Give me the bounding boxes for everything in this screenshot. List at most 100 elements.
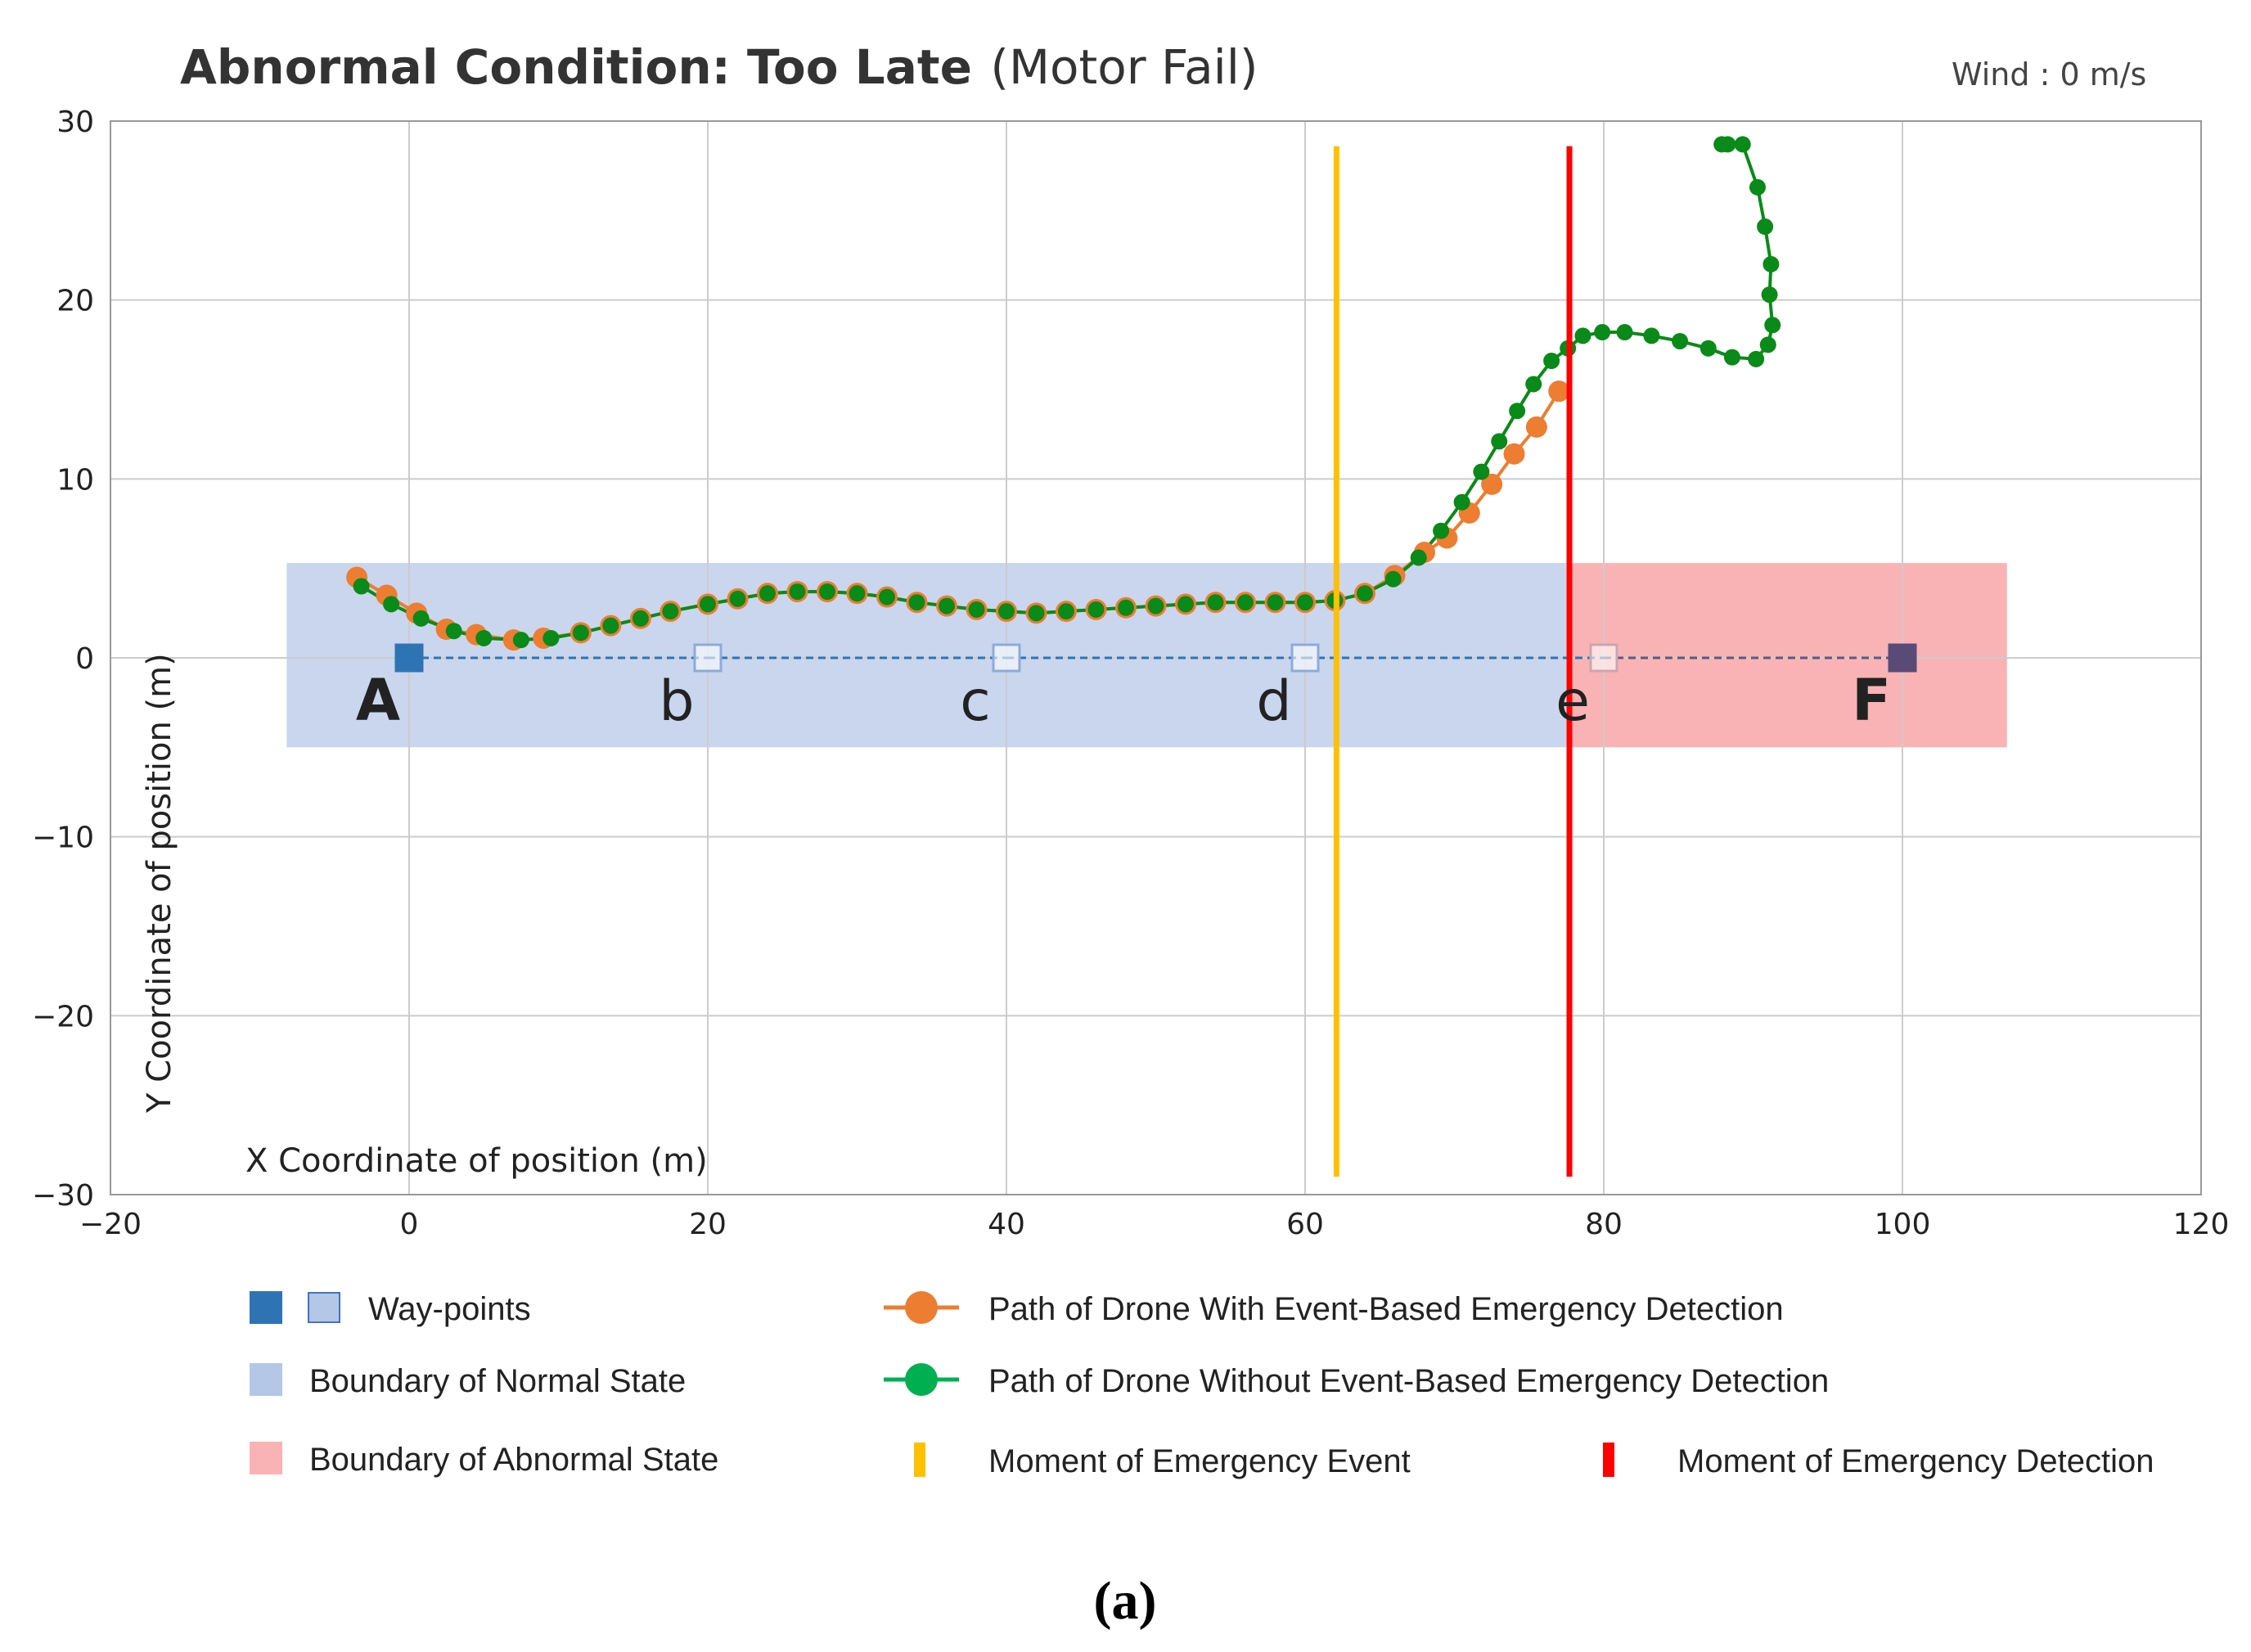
- waypoint-marker: [992, 643, 1021, 673]
- path-without-detection-point: [1384, 570, 1402, 587]
- legend-event-label: Moment of Emergency Event: [988, 1443, 1411, 1479]
- y-tick-label: −30: [32, 1179, 94, 1213]
- series-group: [346, 136, 1781, 651]
- legend-detection-label: Moment of Emergency Detection: [1677, 1443, 2154, 1479]
- y-tick-label: 30: [56, 106, 94, 139]
- x-tick-label: 120: [2173, 1208, 2230, 1241]
- path-without-detection-point: [602, 617, 619, 634]
- path-without-detection-point: [908, 594, 925, 611]
- y-axis-label: Y Coordinate of position (m): [141, 653, 178, 1114]
- path-with-detection-point: [1525, 416, 1547, 438]
- y-tick-label: 10: [56, 463, 94, 497]
- wind-annotation: Wind : 0 m/s: [1952, 56, 2146, 92]
- path-without-detection-point: [1748, 350, 1765, 367]
- path-with-detection-point: [1481, 473, 1503, 495]
- abnormal-state-region: [1566, 563, 2007, 748]
- path-with-detection-point: [1503, 443, 1525, 465]
- path-without-detection-point: [1509, 403, 1526, 420]
- path-without-detection-point: [1643, 327, 1660, 344]
- x-tick-label: 60: [1286, 1208, 1324, 1241]
- x-tick-label: 100: [1875, 1208, 1931, 1241]
- path-without-detection-point: [1207, 594, 1224, 611]
- path-without-detection-point: [512, 632, 529, 649]
- path-without-detection-point: [789, 583, 806, 601]
- figure-caption: (a): [1094, 1571, 1157, 1631]
- path-without-detection-point: [662, 603, 679, 620]
- path-without-detection-point: [1267, 594, 1284, 611]
- path-without-detection-point: [1147, 597, 1164, 614]
- waypoint-marker: [693, 643, 723, 673]
- chart-title-bold: Abnormal Condition: Too Late: [180, 39, 972, 95]
- chart-title-rest: (Motor Fail): [990, 39, 1258, 95]
- waypoint-marker: [1888, 643, 1917, 673]
- path-without-detection-point: [1574, 327, 1591, 344]
- path-without-detection-point: [383, 596, 400, 613]
- path-without-detection-point: [445, 623, 462, 640]
- path-without-detection-point: [1594, 324, 1611, 341]
- path-without-detection-point: [1700, 340, 1717, 357]
- path-without-detection-point: [1357, 585, 1373, 602]
- path-without-detection-point: [729, 590, 746, 607]
- legend: Way-points Boundary of Normal State Boun…: [250, 1291, 2154, 1479]
- path-without-detection-point: [1763, 255, 1780, 272]
- path-without-detection-point: [412, 610, 430, 627]
- path-without-detection-point: [1543, 353, 1560, 370]
- waypoint-marker: [1589, 643, 1618, 673]
- legend-with-detection-marker: [905, 1291, 938, 1324]
- y-tick-label: 20: [56, 285, 94, 318]
- legend-waypoint-open-swatch: [308, 1292, 340, 1323]
- path-without-detection-point: [1525, 376, 1542, 393]
- path-without-detection-point: [1028, 605, 1045, 622]
- legend-normal-label: Boundary of Normal State: [309, 1363, 686, 1399]
- path-without-detection-point: [632, 610, 649, 627]
- legend-normal-swatch: [250, 1363, 282, 1396]
- plot-border: [110, 120, 2202, 1195]
- path-without-detection-point: [1672, 332, 1689, 349]
- path-without-detection-point: [1616, 324, 1633, 341]
- chart-title: Abnormal Condition: Too Late (Motor Fail…: [180, 39, 1258, 95]
- legend-waypoint-filled-swatch: [250, 1291, 282, 1324]
- path-without-detection-point: [1058, 603, 1074, 620]
- waypoint-label: b: [659, 669, 694, 734]
- path-without-detection-point: [1749, 178, 1766, 196]
- legend-detection-swatch: [1603, 1443, 1614, 1477]
- path-without-detection-point: [968, 601, 985, 618]
- path-without-detection-point: [1764, 317, 1781, 334]
- waypoint-label: d: [1256, 669, 1291, 734]
- path-without-detection-point: [1118, 599, 1134, 616]
- path-without-detection-point: [1761, 286, 1778, 304]
- legend-abnormal-label: Boundary of Abnormal State: [309, 1442, 718, 1478]
- path-without-detection-point: [1410, 549, 1427, 566]
- legend-without-detection-marker: [905, 1363, 938, 1396]
- y-tick-label: −20: [32, 1000, 94, 1033]
- path-without-detection-point: [879, 588, 895, 605]
- waypoint-label: A: [356, 667, 400, 734]
- path-without-detection-point: [700, 596, 716, 613]
- path-without-detection-point: [759, 585, 776, 602]
- path-without-detection-point: [1734, 136, 1751, 153]
- path-without-detection-point: [542, 629, 560, 646]
- path-without-detection-point: [475, 629, 493, 646]
- path-without-detection-point: [849, 585, 866, 602]
- path-without-detection-point: [1297, 594, 1313, 611]
- legend-event-swatch: [914, 1443, 925, 1477]
- path-without-detection-point: [939, 597, 955, 614]
- x-axis-label: X Coordinate of position (m): [245, 1142, 708, 1180]
- waypoint-label: e: [1555, 669, 1590, 734]
- path-without-detection-point: [1713, 136, 1731, 153]
- path-without-detection-point: [1177, 596, 1194, 613]
- path-without-detection-point: [1473, 463, 1490, 480]
- boundary-regions: [286, 563, 2007, 748]
- waypoint-marker: [394, 643, 424, 673]
- event-lines: [1333, 146, 1573, 1177]
- path-without-detection-point: [572, 624, 589, 641]
- legend-without-detection-label: Path of Drone Without Event-Based Emerge…: [988, 1363, 1829, 1399]
- waypoint-marker: [1290, 643, 1320, 673]
- path-without-detection-point: [1723, 349, 1740, 366]
- path-without-detection-point: [1491, 433, 1508, 450]
- path-without-detection-point: [1087, 601, 1105, 618]
- path-without-detection-point: [1237, 594, 1254, 611]
